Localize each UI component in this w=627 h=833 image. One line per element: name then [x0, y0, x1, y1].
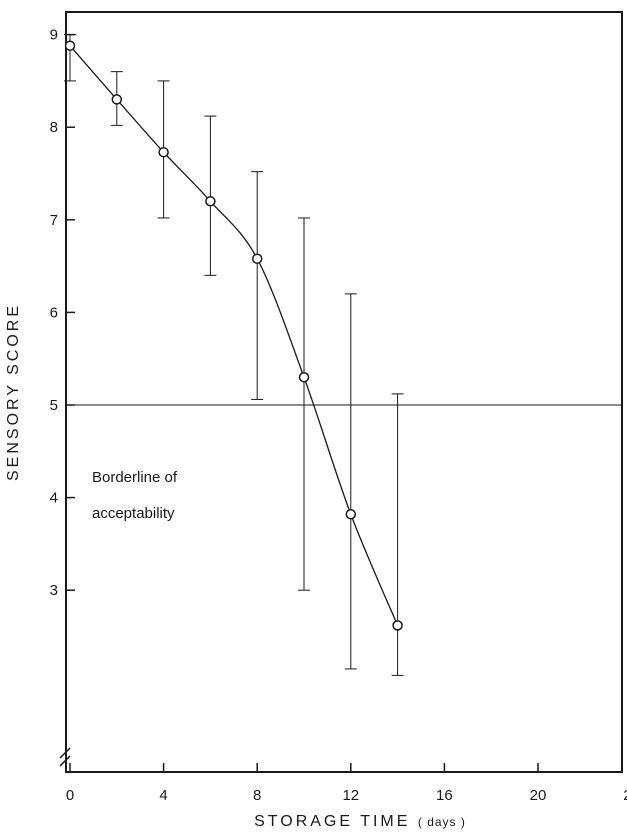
x-tick-label: 8 — [253, 787, 261, 804]
y-tick-label: 5 — [50, 397, 58, 414]
reference-line-label-2: acceptability — [92, 505, 175, 522]
reference-line-label-1: Borderline of — [92, 469, 178, 486]
x-tick-label: 4 — [159, 787, 167, 804]
x-axis-label-unit: ( days ) — [418, 815, 466, 829]
plot-frame — [65, 11, 623, 773]
data-point — [205, 196, 216, 207]
data-point — [158, 146, 169, 158]
x-tick-label: 12 — [342, 787, 359, 804]
y-tick-label: 3 — [50, 582, 58, 599]
y-axis-break-mark — [59, 747, 71, 767]
data-point — [298, 371, 310, 383]
y-tick-label: 4 — [50, 490, 58, 507]
y-tick-label: 6 — [50, 304, 58, 321]
series-line — [69, 45, 399, 626]
data-point — [64, 40, 76, 51]
x-tick-label: 24 — [623, 787, 627, 804]
data-point — [392, 620, 403, 631]
data-point — [111, 94, 123, 105]
x-tick-label: 16 — [436, 787, 453, 804]
y-tick-label: 8 — [50, 119, 58, 136]
y-axis-label: SENSORY SCORE — [5, 303, 22, 481]
x-axis-label-main: STORAGE TIME — [254, 813, 410, 830]
data-point — [251, 253, 263, 264]
y-tick-label: 9 — [50, 27, 58, 44]
x-tick-label: 0 — [66, 787, 74, 804]
x-tick-label: 20 — [530, 787, 547, 804]
x-axis-label: STORAGE TIME ( days ) — [254, 813, 466, 830]
data-point — [345, 509, 357, 520]
y-tick-label: 7 — [50, 212, 58, 229]
